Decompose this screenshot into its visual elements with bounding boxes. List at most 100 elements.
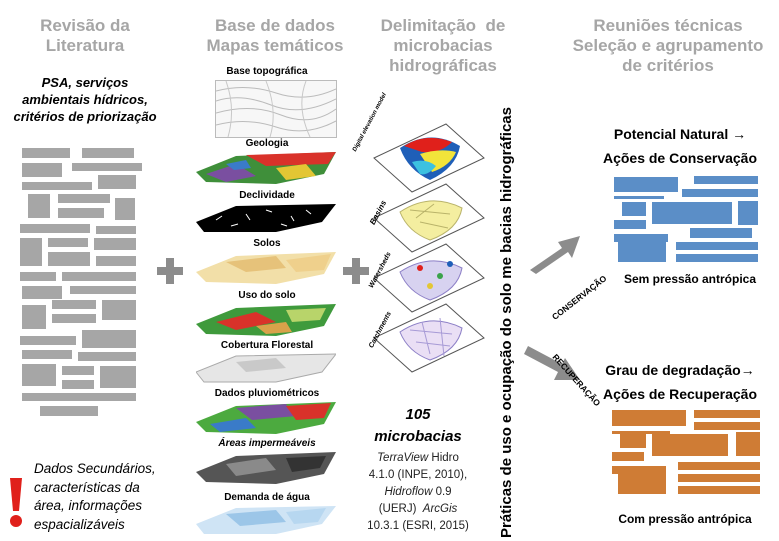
layer-label-soils: Solos bbox=[253, 238, 281, 249]
orange-block bbox=[618, 470, 666, 494]
layer-label-slope: Declividade bbox=[239, 190, 295, 201]
thematic-maps-title: Base de dados Mapas temáticos bbox=[190, 16, 360, 56]
doc-block bbox=[98, 175, 136, 189]
blue-block bbox=[682, 189, 758, 197]
recovery-heading: Grau de degradação→ Ações de Recuperação bbox=[590, 358, 770, 406]
doc-block bbox=[20, 272, 56, 281]
doc-block bbox=[62, 380, 94, 389]
watershed-title-line1: Delimitação de bbox=[380, 16, 506, 35]
literature-title-line2: Literatura bbox=[45, 36, 125, 55]
doc-block bbox=[20, 224, 90, 233]
literature-title-line1: Revisão da bbox=[40, 16, 130, 35]
software-credit-line2: 4.1.0 (INPE, 2010), bbox=[368, 469, 468, 481]
watershed-title-line2: microbacias bbox=[393, 36, 493, 55]
rainfall-map bbox=[196, 400, 336, 436]
hidroflow-name: Hidroflow bbox=[384, 486, 433, 498]
meetings-title-line3: de critérios bbox=[622, 56, 714, 75]
orange-block bbox=[612, 431, 670, 434]
software-credit-line3: Hidroflow 0.9 bbox=[360, 484, 476, 501]
secondary-data-note: Dados Secundários, características da ár… bbox=[34, 460, 174, 534]
plus-icon bbox=[157, 258, 183, 284]
hidroflow-version: 0.9 bbox=[432, 486, 452, 498]
doc-block bbox=[22, 305, 46, 329]
geology-map bbox=[196, 150, 336, 186]
doc-block bbox=[48, 252, 90, 266]
doc-block bbox=[22, 148, 70, 158]
conservation-heading: Potencial Natural → Ações de Conservação bbox=[590, 122, 770, 170]
doc-block bbox=[58, 194, 110, 203]
orange-block bbox=[694, 422, 760, 430]
conservation-heading-line1: Potencial Natural → bbox=[613, 126, 747, 142]
orange-block bbox=[652, 434, 728, 456]
doc-block bbox=[28, 194, 50, 218]
terraview-suffix: Hidro bbox=[428, 452, 459, 464]
meetings-title-line2: Seleção e agrupamento bbox=[572, 36, 764, 55]
hidroflow-org: (UERJ) bbox=[378, 503, 423, 515]
doc-block bbox=[72, 163, 142, 171]
doc-block bbox=[22, 286, 62, 299]
doc-block bbox=[22, 364, 56, 386]
doc-block bbox=[82, 148, 134, 158]
doc-block bbox=[22, 350, 72, 359]
meetings-title: Reuniões técnicas Seleção e agrupamento … bbox=[558, 16, 778, 76]
blue-block bbox=[676, 254, 758, 262]
secondary-data-note-line1: Dados Secundários, bbox=[34, 461, 156, 476]
secondary-data-note-line4: espacializáveis bbox=[34, 516, 125, 532]
blue-block bbox=[676, 242, 758, 250]
arcgis-name: ArcGis bbox=[422, 503, 458, 515]
doc-block bbox=[62, 272, 136, 281]
doc-block bbox=[102, 300, 136, 320]
doc-block bbox=[40, 406, 98, 416]
watershed-layer-stack bbox=[360, 118, 490, 388]
doc-block bbox=[48, 238, 88, 247]
doc-block bbox=[94, 238, 136, 250]
layer-label-topography: Base topográfica bbox=[226, 66, 308, 77]
literature-subtitle-line2: ambientais hídricos, bbox=[22, 92, 148, 107]
layer-label-land-use: Uso do solo bbox=[238, 290, 296, 301]
blue-block bbox=[614, 220, 646, 229]
conservation-heading-line2: Ações de Conservação bbox=[602, 150, 758, 166]
orange-block bbox=[694, 410, 760, 418]
orange-block bbox=[678, 486, 760, 494]
watershed-title: Delimitação de microbacias hidrográficas bbox=[368, 16, 518, 76]
doc-block bbox=[22, 182, 92, 190]
thematic-maps-title-line2: Mapas temáticos bbox=[206, 36, 344, 55]
literature-title: Revisão da Literatura bbox=[10, 16, 160, 56]
recovery-heading-line1: Grau de degradação→ bbox=[605, 362, 755, 378]
blue-block bbox=[618, 238, 666, 262]
blue-block bbox=[614, 196, 664, 199]
blue-block bbox=[652, 202, 732, 224]
doc-block bbox=[52, 314, 96, 323]
software-credit-line1: TerraView Hidro bbox=[360, 450, 476, 467]
recovery-caption: Com pressão antrópica bbox=[618, 512, 752, 526]
forest-cover-map bbox=[195, 352, 338, 384]
layer-label-forest-cover: Cobertura Florestal bbox=[220, 340, 314, 351]
watershed-title-line3: hidrográficas bbox=[389, 56, 497, 75]
vertical-practices-label: Práticas de uso e ocupação do solo me ba… bbox=[498, 107, 515, 538]
doc-block bbox=[22, 393, 136, 401]
layer-label-rainfall: Dados pluviométricos bbox=[214, 388, 320, 399]
literature-subtitle-line3: critérios de priorização bbox=[13, 109, 157, 124]
secondary-data-note-line2: características da bbox=[34, 479, 140, 495]
doc-block bbox=[115, 198, 135, 220]
land-use-map bbox=[196, 302, 336, 338]
software-credit-line4: (UERJ) ArcGis bbox=[360, 501, 476, 518]
terraview-name: TerraView bbox=[377, 452, 429, 464]
arrow-down-icon bbox=[524, 340, 582, 384]
doc-block bbox=[52, 300, 96, 309]
doc-block bbox=[82, 330, 136, 348]
software-credit-line5: 10.3.1 (ESRI, 2015) bbox=[367, 520, 469, 532]
doc-block bbox=[62, 366, 94, 375]
water-demand-map bbox=[196, 504, 336, 536]
blue-block bbox=[690, 228, 752, 238]
thematic-maps-title-line1: Base de dados bbox=[215, 16, 335, 35]
arrow-up-icon bbox=[526, 232, 582, 276]
doc-block bbox=[96, 256, 136, 266]
topography-map bbox=[215, 80, 337, 138]
orange-block bbox=[612, 410, 686, 426]
meetings-title-line1: Reuniões técnicas bbox=[593, 16, 743, 35]
blue-block bbox=[614, 177, 678, 192]
soils-map bbox=[196, 250, 336, 286]
literature-subtitle-line1: PSA, serviços bbox=[41, 75, 129, 90]
recovery-heading-line2: Ações de Recuperação bbox=[602, 386, 758, 402]
